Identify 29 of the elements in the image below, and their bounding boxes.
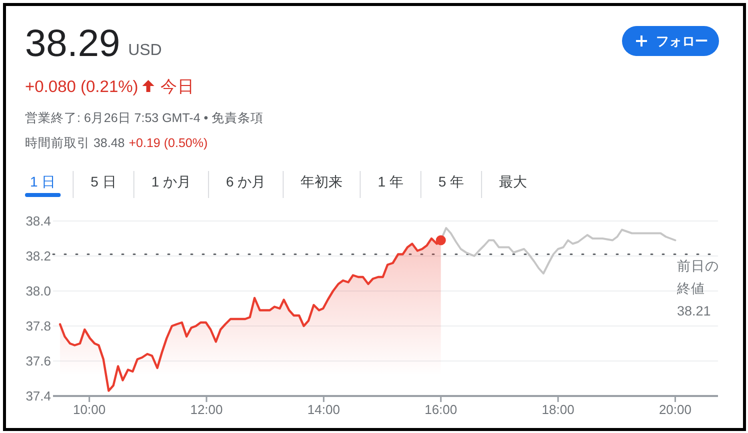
y-tick-label: 38.2 <box>26 248 51 264</box>
x-tick-label: 20:00 <box>658 402 692 417</box>
text: 時間前取引 38.48 <box>25 136 125 150</box>
text: +0.19 (0.50%) <box>128 136 208 150</box>
text: 5 日 <box>90 174 116 190</box>
x-tick-label: 12:00 <box>190 402 223 417</box>
y-tick-label: 37.6 <box>26 354 51 368</box>
text: 1 日 <box>30 174 56 190</box>
text: +0.080 (0.21%) <box>25 78 138 96</box>
x-tick-label: 18:00 <box>542 402 574 417</box>
text: 1 か月 <box>151 174 192 190</box>
x-tick-label: 10:00 <box>73 402 106 417</box>
y-tick-label: 38.0 <box>26 284 51 298</box>
text: 最大 <box>499 174 528 190</box>
x-tick-label: 14:00 <box>307 402 340 417</box>
ref-line-label: 前日の終値 38.21 <box>676 258 719 318</box>
y-tick-label: 37.8 <box>26 318 51 334</box>
y-tick-label: 38.4 <box>26 214 51 228</box>
text: 今日 <box>160 78 194 96</box>
x-tick-label: 16:00 <box>424 402 458 417</box>
chart-title: 38.29 <box>25 23 120 65</box>
text: 年初来 <box>300 174 343 190</box>
chart-subtitle: USD <box>128 42 162 59</box>
text: 1 年 <box>378 174 404 190</box>
text: 営業終了: 6月26日 7:53 GMT-4 • 免責条項 <box>25 111 264 125</box>
text: 6 か月 <box>226 174 266 190</box>
text: 5 年 <box>438 174 464 190</box>
text: フォロー <box>656 34 708 48</box>
y-tick-label: 37.4 <box>26 388 51 404</box>
